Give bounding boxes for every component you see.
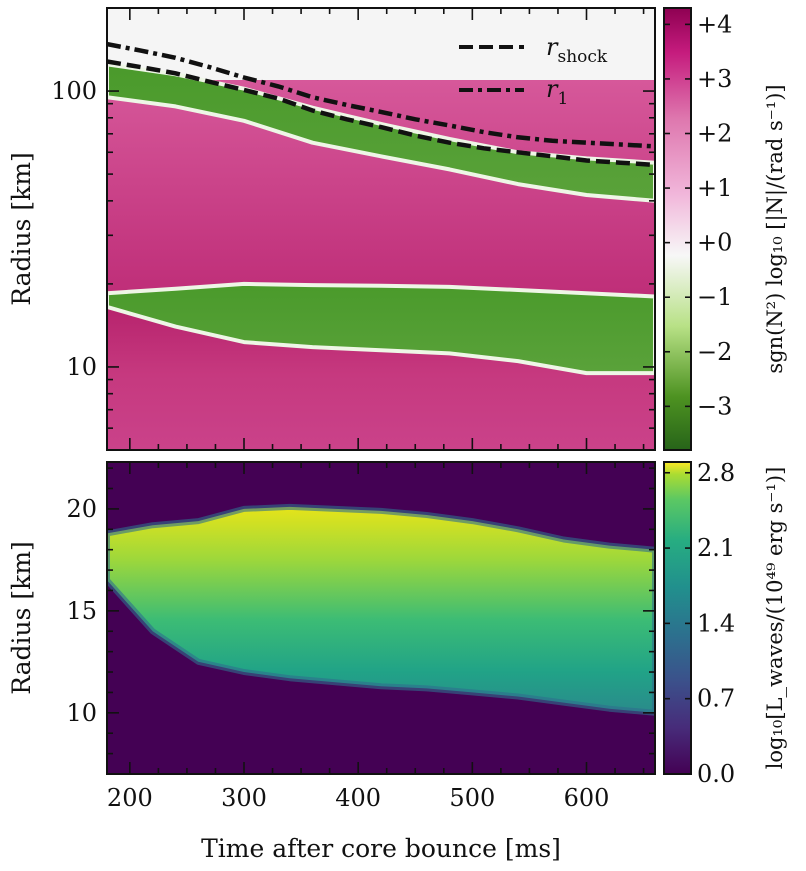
colorbar-tick-label: −1 xyxy=(697,283,732,311)
bottom-plot-area xyxy=(107,462,655,774)
colorbar-tick-label: +3 xyxy=(697,65,732,93)
legend-label-shock: rshock xyxy=(546,33,608,67)
top-colorbar-frame xyxy=(663,7,692,451)
top-y-tick-label: 100 xyxy=(51,77,97,105)
convective-region-0 xyxy=(107,62,655,203)
line-r-1 xyxy=(107,41,655,149)
x-tick-label: 500 xyxy=(449,784,495,812)
bottom-y-tick-label: 15 xyxy=(66,597,97,625)
line-r-shock xyxy=(107,59,655,168)
luminosity-region-0 xyxy=(107,503,655,716)
x-tick-label: 200 xyxy=(107,784,153,812)
colorbar-tick-label: +0 xyxy=(697,229,732,257)
top-lines xyxy=(107,41,655,168)
top-plot-area xyxy=(107,8,655,450)
x-tick-label: 300 xyxy=(221,784,267,812)
colorbar-tick-label: 0.0 xyxy=(697,760,735,788)
top-colorbar: +4 +3 +2 +1 +0 −1 −2 −3 sgn(N²) log₁₀ [|N|/(rad… xyxy=(663,7,788,451)
bottom-y-tick-label: 20 xyxy=(66,495,97,523)
colorbar-tick-label: 0.7 xyxy=(697,685,735,713)
bottom-colorbar-frame xyxy=(663,461,692,775)
bottom-axes-frame xyxy=(106,461,656,775)
bottom-y-axis-label: Radius [km] xyxy=(7,541,36,695)
colorbar-tick-label: +1 xyxy=(697,174,732,202)
colorbar-tick-label: −3 xyxy=(697,392,732,420)
colorbar-tick-label: 2.1 xyxy=(697,534,735,562)
convective-region-1 xyxy=(107,281,655,376)
top-axes-frame xyxy=(106,7,656,451)
bottom-colorbar-label: log₁₀[L_waves/(10⁴⁹ erg s⁻¹)] xyxy=(763,467,787,770)
colorbar-tick-label: +2 xyxy=(697,120,732,148)
top-legend: rshock r1 xyxy=(459,33,608,109)
bottom-regions xyxy=(107,503,655,716)
bottom-panel: 200 300 400 500 600 10 15 20 Radius [km] Time a… xyxy=(7,461,656,863)
top-panel: 10 100 rshock r1 Radius [km] xyxy=(7,7,656,451)
top-colorbar-gradient xyxy=(664,8,691,450)
top-regions xyxy=(107,62,655,376)
top-colorbar-label: sgn(N²) log₁₀ [|N|/(rad s⁻¹)] xyxy=(763,84,788,373)
colorbar-tick-label: +4 xyxy=(697,10,732,38)
colorbar-tick-label: 2.8 xyxy=(697,459,735,487)
top-y-axis-label: Radius [km] xyxy=(7,152,36,306)
bottom-ticks: 200 300 400 500 600 10 15 20 xyxy=(66,462,655,812)
legend-label-r1: r1 xyxy=(546,75,568,109)
bottom-y-tick-label: 10 xyxy=(66,699,97,727)
colorbar-tick-label: 1.4 xyxy=(697,609,735,637)
top-ticks: 10 100 xyxy=(51,7,655,451)
top-colorbar-ticks: +4 +3 +2 +1 +0 −1 −2 −3 xyxy=(664,10,732,420)
x-axis-label: Time after core bounce [ms] xyxy=(201,834,561,863)
top-y-tick-label: 10 xyxy=(66,353,97,381)
bottom-colorbar-gradient xyxy=(664,462,691,774)
bottom-colorbar-ticks: 0.0 0.7 1.4 2.1 2.8 xyxy=(664,459,735,788)
x-tick-label: 400 xyxy=(335,784,381,812)
bottom-colorbar: 0.0 0.7 1.4 2.1 2.8 log₁₀[L_waves/(10⁴⁹ erg … xyxy=(663,459,787,788)
x-tick-label: 600 xyxy=(564,784,610,812)
colorbar-tick-label: −2 xyxy=(697,338,732,366)
